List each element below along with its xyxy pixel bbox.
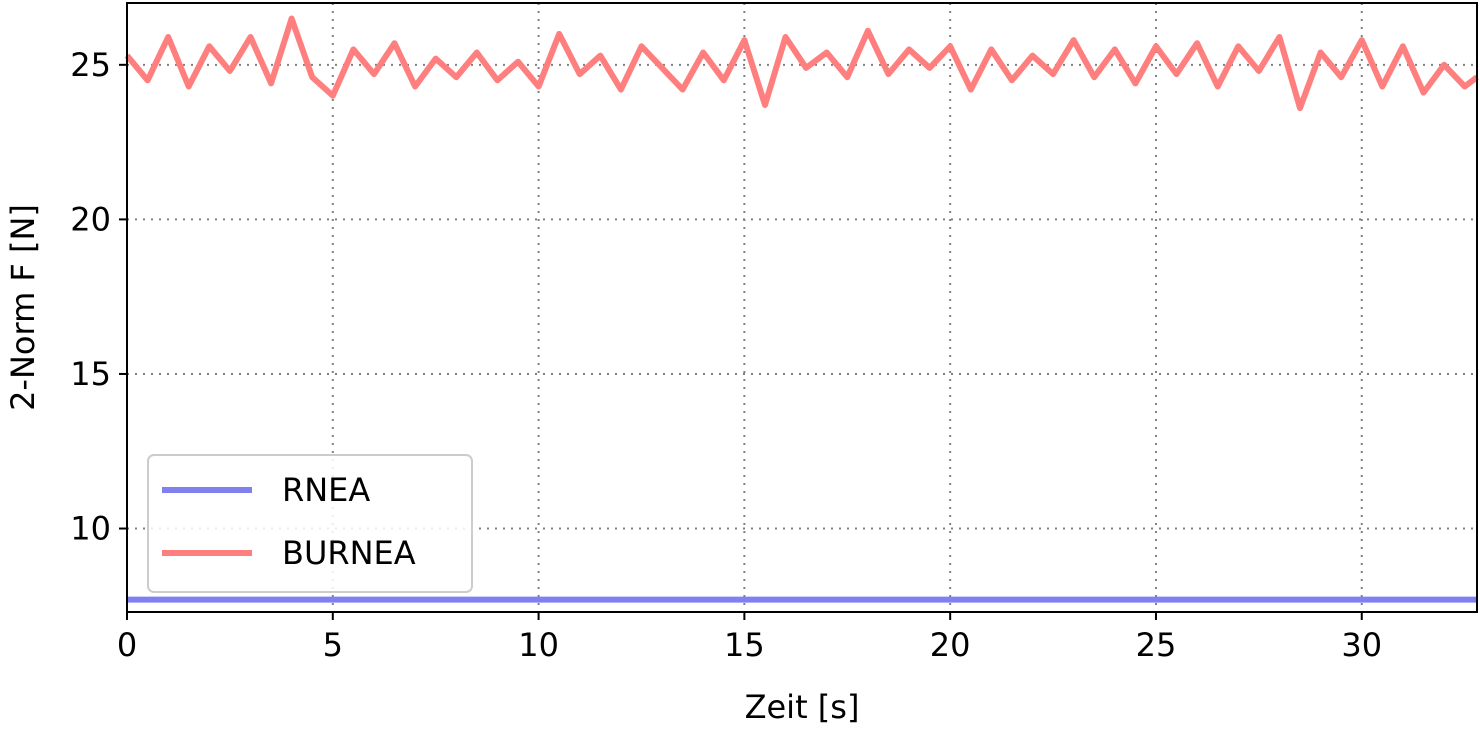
- x-tick-label: 20: [930, 626, 971, 664]
- y-tick-label: 10: [70, 510, 111, 548]
- y-tick-label: 25: [70, 46, 111, 84]
- plot-frame: [126, 2, 1478, 613]
- x-tick-label: 0: [117, 626, 137, 664]
- legend: RNEA BURNEA: [147, 454, 473, 593]
- axis-ticks: 0 5 10 15 20 25 30 10 15 20 25: [70, 46, 1382, 664]
- x-tick-label: 5: [323, 626, 343, 664]
- x-axis-label: Zeit [s]: [745, 688, 860, 726]
- x-tick-label: 25: [1136, 626, 1177, 664]
- series-line-burnea: [124, 15, 1479, 112]
- x-tick-label: 10: [518, 626, 559, 664]
- y-tick-label: 15: [70, 355, 111, 393]
- y-tick-label: 20: [70, 200, 111, 238]
- x-tick-label: 30: [1341, 626, 1382, 664]
- legend-label-burnea: BURNEA: [282, 534, 416, 572]
- y-axis-label: 2-Norm F [N]: [4, 204, 42, 411]
- x-tick-label: 15: [724, 626, 765, 664]
- series-layer: [124, 15, 1479, 603]
- legend-label-rnea: RNEA: [282, 471, 370, 509]
